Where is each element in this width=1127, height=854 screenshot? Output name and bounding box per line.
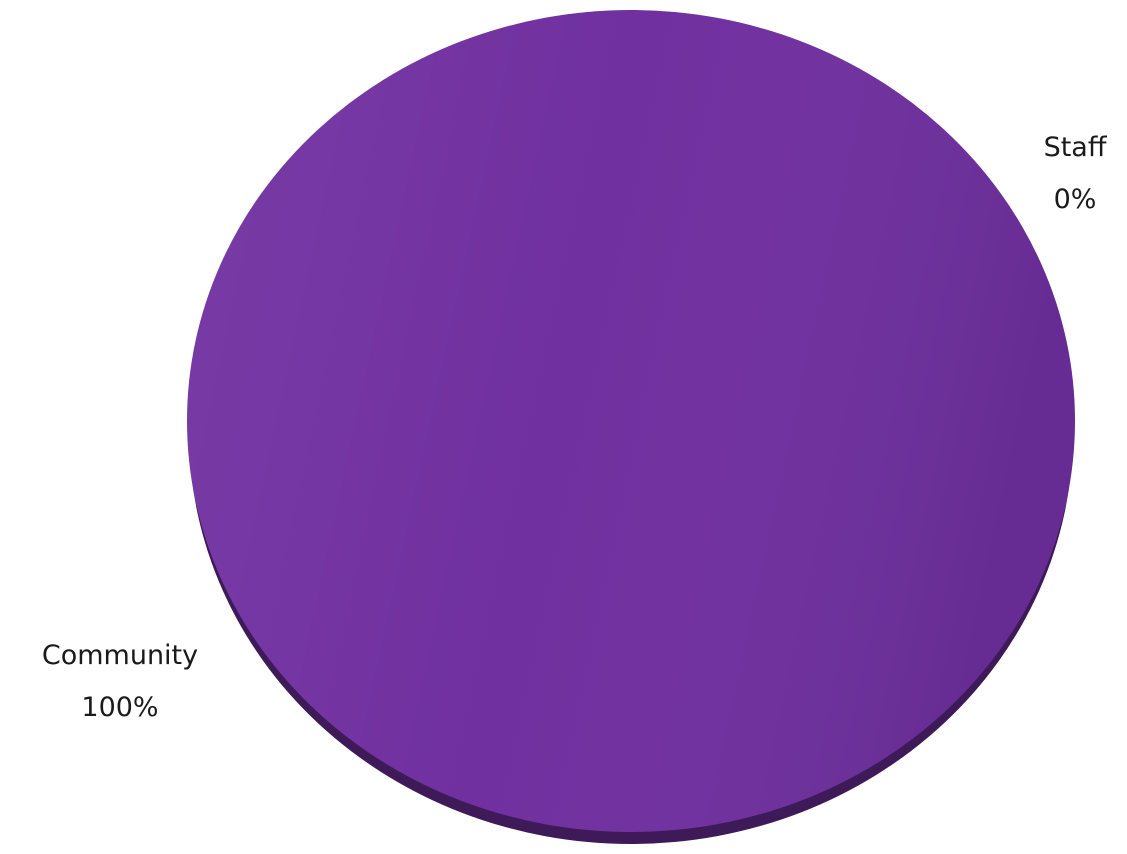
- slice-label-staff-percent: 0%: [1053, 184, 1097, 215]
- slice-label-staff: Staff 0%: [1010, 122, 1127, 226]
- slice-label-community-percent: 100%: [81, 692, 159, 723]
- pie-slices: [187, 10, 1075, 844]
- slice-label-staff-name: Staff: [1043, 132, 1107, 163]
- slice-label-community-name: Community: [41, 640, 199, 671]
- pie-shading: [187, 10, 1075, 832]
- slice-label-community: Community 100%: [5, 630, 235, 734]
